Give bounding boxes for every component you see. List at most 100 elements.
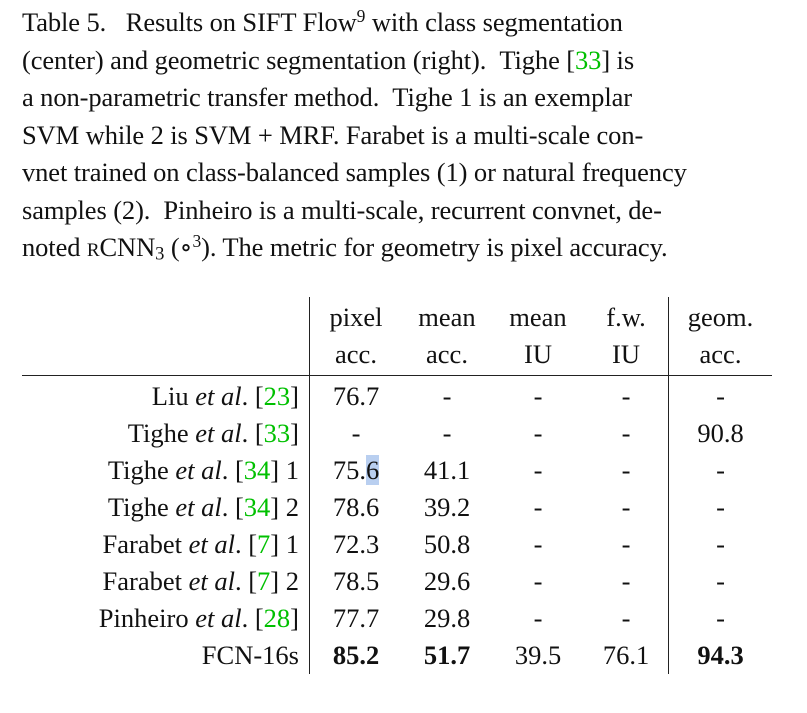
table-cell: - bbox=[668, 600, 772, 637]
table-cell: - bbox=[621, 566, 631, 596]
table-cell: 76.7 bbox=[309, 375, 402, 415]
citation-link[interactable]: 7 bbox=[257, 529, 271, 559]
table-cell: - bbox=[621, 418, 631, 448]
table-cell: - bbox=[668, 489, 772, 526]
caption-line-5: vnet trained on class-balanced samples (… bbox=[22, 157, 687, 187]
table-row: Tighe et al. [33] - - - - 90.8 bbox=[22, 415, 772, 452]
col-header-iu: IU bbox=[584, 337, 669, 376]
table-cell: - bbox=[533, 418, 543, 448]
table-cell: 77.7 bbox=[309, 600, 402, 637]
table-cell: 76.1 bbox=[602, 640, 650, 670]
caption-text: noted bbox=[22, 232, 87, 262]
method-name: FCN-16s bbox=[201, 640, 299, 670]
caption-line-2: (center) and geometric segmentation (rig… bbox=[22, 42, 792, 80]
citation-link[interactable]: 28 bbox=[263, 603, 291, 633]
table-cell: - bbox=[533, 603, 543, 633]
table-cell: - bbox=[533, 381, 543, 411]
table-row: Farabet et al. [7] 1 72.3 50.8 - - - bbox=[22, 526, 772, 563]
citation-link[interactable]: 33 bbox=[575, 44, 602, 75]
citation-link[interactable]: 34 bbox=[243, 492, 271, 522]
col-header-mean: mean bbox=[418, 302, 476, 332]
method-name: Pinheiro et al. [28] bbox=[98, 603, 299, 633]
table-cell: 41.1 bbox=[423, 455, 471, 485]
header-row-bottom: acc. acc. IU IU acc. bbox=[22, 337, 772, 376]
table-cell-best: 94.3 bbox=[668, 637, 772, 674]
table-row-fcn16s: FCN-16s 85.2 51.7 39.5 76.1 94.3 bbox=[22, 637, 772, 674]
citation-link[interactable]: 33 bbox=[263, 418, 291, 448]
table-row: Liu et al. [23] 76.7 - - - - bbox=[22, 375, 772, 415]
col-header-geom: geom. bbox=[668, 297, 772, 337]
subscript: 3 bbox=[155, 243, 165, 265]
table-row: Tighe et al. [34] 2 78.6 39.2 - - - bbox=[22, 489, 772, 526]
caption-line-6: samples (2). Pinheiro is a multi-scale, … bbox=[22, 194, 662, 225]
table-cell: - bbox=[533, 455, 543, 485]
table-row: Farabet et al. [7] 2 78.5 29.6 - - - bbox=[22, 563, 772, 600]
caption-text: with class segmentation bbox=[365, 7, 623, 37]
table-cell: - bbox=[621, 529, 631, 559]
caption-line-7: noted rCNN3 (∘3). The metric for geometr… bbox=[22, 229, 792, 273]
caption-text: ). The metric for geometry is pixel accu… bbox=[201, 232, 668, 262]
caption-line-4: SVM while 2 is SVM + MRF. Farabet is a m… bbox=[22, 119, 644, 150]
text-selection[interactable]: 6 bbox=[365, 455, 380, 485]
caption-line-1: Table 5. Results on SIFT Flow9 with clas… bbox=[22, 4, 792, 42]
table-cell: - bbox=[309, 415, 402, 452]
cell-text: 75. bbox=[332, 455, 366, 485]
table-cell: 90.8 bbox=[668, 415, 772, 452]
table-cell: 29.6 bbox=[423, 566, 471, 596]
method-column-header bbox=[22, 337, 310, 376]
table-cell: - bbox=[621, 603, 631, 633]
table-row: Pinheiro et al. [28] 77.7 29.8 - - - bbox=[22, 600, 772, 637]
table-row: Tighe et al. [34] 1 75.6 41.1 - - - bbox=[22, 452, 772, 489]
col-header-fw: f.w. bbox=[606, 302, 646, 332]
citation-link[interactable]: 23 bbox=[263, 381, 291, 411]
method-name: Tighe et al. [33] bbox=[127, 418, 299, 448]
col-header-pixel: pixel bbox=[309, 297, 402, 337]
footnote-marker[interactable]: 9 bbox=[356, 5, 366, 26]
caption-text: (center) and geometric segmentation (rig… bbox=[22, 44, 575, 75]
method-name: Tighe et al. [34] 2 bbox=[107, 492, 299, 522]
header-row-top: pixel mean mean f.w. geom. bbox=[22, 297, 772, 337]
col-header-acc: acc. bbox=[402, 337, 492, 376]
results-table: pixel mean mean f.w. geom. acc. acc. IU … bbox=[22, 297, 772, 674]
superscript: 3 bbox=[192, 230, 202, 251]
table-cell: - bbox=[533, 529, 543, 559]
table-cell: - bbox=[668, 526, 772, 563]
method-name: Liu et al. [23] bbox=[151, 381, 299, 411]
table-cell[interactable]: 75.6 bbox=[309, 452, 402, 489]
table-cell: - bbox=[442, 381, 452, 411]
citation-link[interactable]: 7 bbox=[257, 566, 271, 596]
citation-link[interactable]: 34 bbox=[243, 455, 271, 485]
caption-text: Table 5. Results on SIFT Flow bbox=[22, 7, 357, 37]
col-header-mean: mean bbox=[509, 302, 567, 332]
table-cell: 39.2 bbox=[423, 492, 471, 522]
table-caption: Table 5. Results on SIFT Flow9 with clas… bbox=[22, 4, 792, 273]
method-column-header bbox=[22, 297, 310, 337]
table-cell: 29.8 bbox=[423, 603, 471, 633]
table-cell-best: 85.2 bbox=[309, 637, 402, 674]
table-cell: - bbox=[621, 492, 631, 522]
col-header-acc: acc. bbox=[668, 337, 772, 376]
table-cell: - bbox=[533, 492, 543, 522]
method-name: Farabet et al. [7] 2 bbox=[102, 566, 300, 596]
table-cell: - bbox=[668, 563, 772, 600]
caption-line-3: a non-parametric transfer method. Tighe … bbox=[22, 82, 632, 112]
table-cell: 78.5 bbox=[309, 563, 402, 600]
caption-text: ] is bbox=[601, 44, 635, 75]
table-cell: - bbox=[668, 452, 772, 489]
table-cell: - bbox=[621, 455, 631, 485]
table-cell: 78.6 bbox=[309, 489, 402, 526]
table-cell: - bbox=[621, 381, 631, 411]
method-name: rCNN bbox=[86, 232, 156, 262]
method-name: Tighe et al. [34] 1 bbox=[107, 455, 299, 485]
table-cell: 72.3 bbox=[309, 526, 402, 563]
table-cell-best: 51.7 bbox=[423, 640, 471, 670]
table-cell: - bbox=[668, 375, 772, 415]
table-cell: - bbox=[533, 566, 543, 596]
table-cell: 50.8 bbox=[423, 529, 471, 559]
col-header-iu: IU bbox=[492, 337, 584, 376]
col-header-acc: acc. bbox=[309, 337, 402, 376]
caption-text: (∘ bbox=[164, 232, 193, 262]
method-name: Farabet et al. [7] 1 bbox=[102, 529, 300, 559]
table-cell: 39.5 bbox=[514, 640, 562, 670]
table-cell: - bbox=[442, 418, 452, 448]
